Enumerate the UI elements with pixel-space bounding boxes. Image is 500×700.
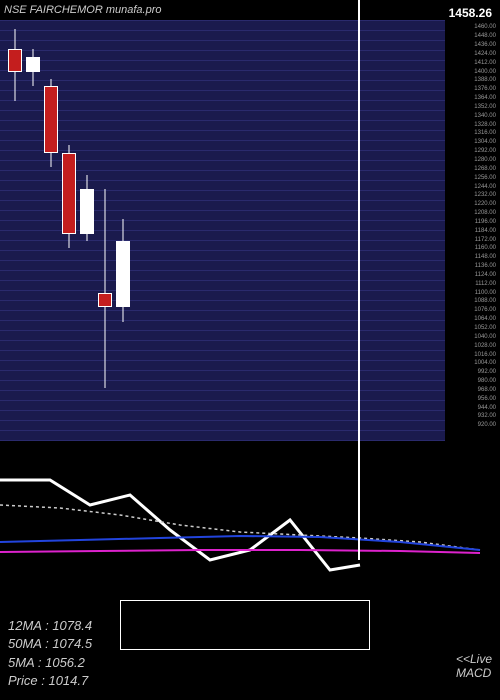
price-tick: 1232.00 [474,192,496,198]
top-price: 1458.26 [449,6,492,20]
candle-body [116,241,130,307]
price-tick: 992.00 [478,369,496,375]
price-tick: 1172.00 [475,237,496,243]
price-row: Price : 1014.7 [8,672,92,690]
price-tick: 1268.00 [474,166,496,172]
price-tick: 956.00 [478,396,496,402]
price-tick: 1340.00 [474,113,496,119]
candle[interactable] [26,20,40,440]
price-tick: 1256.00 [474,175,496,181]
price-tick: 1196.00 [475,219,496,225]
price-tick: 1160.00 [475,245,496,251]
price-tick: 1292.00 [474,148,496,154]
candle[interactable] [80,20,94,440]
grid-line [0,440,445,441]
price-tick: 1388.00 [474,77,496,83]
price-tick: 1088.00 [474,298,496,304]
price-tick: 1412.00 [474,60,496,66]
symbol-label: NSE FAIRCHEMOR munafa.pro [4,4,162,16]
price-tick: 944.00 [478,405,496,411]
macd-text: MACD [456,666,492,680]
candle-body [8,49,22,71]
ma-info-box: 12MA : 1078.4 50MA : 1074.5 5MA : 1056.2… [8,617,92,690]
chart-container: NSE FAIRCHEMOR munafa.pro 1458.26 920.00… [0,0,500,700]
ma12-label: 12MA : [8,618,49,633]
candle[interactable] [62,20,76,440]
price-tick: 1100.00 [475,290,496,296]
histogram-box [120,600,370,650]
price-tick: 1352.00 [474,104,496,110]
candle-wick [105,189,106,388]
price-tick: 1304.00 [474,139,496,145]
candle[interactable] [8,20,22,440]
price-tick: 932.00 [478,413,496,419]
cursor-line [358,0,360,560]
price-tick: 1436.00 [474,42,496,48]
candle-body [98,293,112,308]
candle[interactable] [116,20,130,440]
ma12-row: 12MA : 1078.4 [8,617,92,635]
price-tick: 1184.00 [475,228,496,234]
ma50-row: 50MA : 1074.5 [8,635,92,653]
price-tick: 980.00 [478,378,496,384]
candle-body [80,189,94,233]
ma5-value: 1056.2 [45,655,85,670]
price-tick: 1280.00 [474,157,496,163]
indicator-panel[interactable] [0,450,500,600]
price-tick: 1376.00 [474,86,496,92]
candle-body [44,86,58,152]
price-tick: 1448.00 [474,33,496,39]
ma12-value: 1078.4 [52,618,92,633]
price-tick: 1136.00 [475,263,496,269]
macd-label: <<Live MACD [456,652,492,680]
price-tick: 920.00 [478,422,496,428]
price-tick: 1208.00 [474,210,496,216]
price-tick: 1424.00 [474,51,496,57]
price-tick: 1016.00 [474,352,496,358]
price-tick: 1064.00 [474,316,496,322]
price-tick: 1040.00 [474,334,496,340]
price-tick: 1220.00 [474,201,496,207]
price-tick: 968.00 [478,387,496,393]
price-tick: 1328.00 [474,122,496,128]
price-label: Price : [8,673,45,688]
ma5-row: 5MA : 1056.2 [8,654,92,672]
candle[interactable] [44,20,58,440]
price-tick: 1124.00 [475,272,496,278]
candlestick-panel[interactable] [0,20,445,440]
macd-live: <<Live [456,652,492,666]
candle[interactable] [98,20,112,440]
price-tick: 1460.00 [474,24,496,30]
price-tick: 1364.00 [474,95,496,101]
ma5-label: 5MA : [8,655,41,670]
price-tick: 1028.00 [474,343,496,349]
candle-body [62,153,76,234]
price-tick: 1148.00 [475,254,496,260]
ma50-label: 50MA : [8,636,49,651]
indicator-line-ma-blue [0,536,480,550]
price-tick: 1244.00 [474,184,496,190]
price-value: 1014.7 [48,673,88,688]
ma50-value: 1074.5 [52,636,92,651]
candle-body [26,57,40,72]
price-tick: 1400.00 [474,69,496,75]
price-scale: 920.00 932.00 944.00 956.00 968.00 980.00 992.… [445,20,500,440]
price-tick: 1112.00 [475,281,496,287]
price-tick: 1316.00 [474,130,496,136]
price-tick: 1004.00 [474,360,496,366]
price-tick: 1076.00 [474,307,496,313]
price-tick: 1052.00 [474,325,496,331]
